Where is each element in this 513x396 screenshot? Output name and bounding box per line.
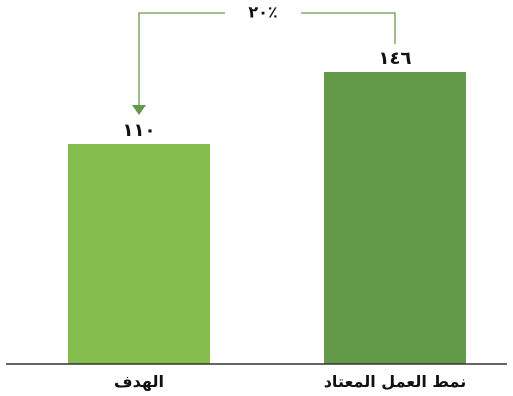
category-label-0: الهدف [114,372,164,391]
connector-line [301,12,396,44]
category-label-1: نمط العمل المعتاد [324,372,467,391]
value-labels-group: ١١٠ ١٤٦ [123,48,412,141]
connector-arrowhead [132,105,146,115]
connector-line-left [138,12,225,106]
bar-1 [324,72,466,364]
bars-group [68,72,466,364]
value-label-0: ١١٠ [123,120,156,141]
change-connector: ٢٠٪ [132,3,396,115]
bar-0 [68,144,210,364]
change-percent-label: ٢٠٪ [248,3,277,22]
value-label-1: ١٤٦ [379,48,412,69]
category-labels-group: الهدف نمط العمل المعتاد [114,372,466,391]
